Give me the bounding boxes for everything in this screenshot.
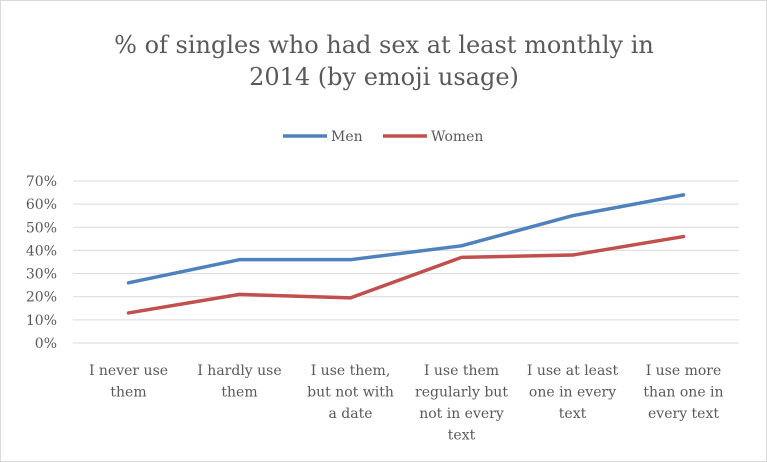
x-category-label-line: them [221,385,257,401]
x-category-label-line: but not with [307,385,394,401]
y-tick-label: 10% [26,313,57,329]
y-tick-label: 20% [26,290,57,306]
x-category-label-line: I never use [89,363,168,379]
x-category-label-line: text [448,428,476,444]
data-point-women [571,253,574,257]
x-category-label-line: than one in [643,385,723,401]
x-category-label: I never use them [89,363,168,401]
chart-title-line-1: % of singles who had sex at least monthl… [114,31,654,59]
data-point-men [571,214,574,218]
x-category-label-line: I use at least [527,363,619,379]
y-tick-label: 40% [26,243,57,259]
chart-title: % of singles who had sex at least monthl… [114,31,654,91]
series-lines [126,193,686,315]
data-point-women [460,255,463,259]
x-category-label-line: I use them [424,363,499,379]
data-point-women [238,292,241,296]
x-category-label-line: every text [648,406,719,422]
x-category-label-line: them [110,385,146,401]
x-category-label-line: one in every [529,385,616,401]
x-category-label-line: regularly but [415,385,508,401]
x-category-label-line: a date [328,406,372,422]
series-line-women [126,234,686,315]
data-point-men [238,258,241,262]
data-point-men [460,244,463,248]
x-axis: I never use them I hardly use them I use the… [89,363,724,444]
y-tick-label: 70% [26,174,57,190]
data-point-women [682,235,685,239]
x-category-label-line: text [559,406,587,422]
y-tick-label: 50% [26,220,57,236]
x-category-label: I use them regularly but not in every text [415,363,508,444]
x-category-label-line: I hardly use [197,363,281,379]
y-tick-label: 60% [26,197,57,213]
y-axis: 0% 10% 20% 30% 40% 50% 60% 70% [26,174,57,352]
data-point-women [127,311,130,315]
x-category-label: I use them, but not with a date [307,363,394,422]
x-category-label: I use more than one in every text [643,363,723,422]
x-category-label: I use at least one in every text [527,363,619,422]
x-category-label-line: not in every [419,406,504,422]
data-point-men [349,258,352,262]
y-tick-label: 30% [26,267,57,283]
gridlines [73,180,739,344]
data-point-men [127,281,130,285]
legend-label-men: Men [331,129,363,145]
data-point-women [349,296,352,300]
y-tick-label: 0% [35,336,57,352]
data-point-men [682,193,685,197]
legend: Men Women [283,129,483,145]
legend-label-women: Women [431,129,483,145]
series-line-men [126,193,686,285]
x-category-label-line: I use more [646,363,722,379]
x-category-label-line: I use them, [311,363,391,379]
x-category-label: I hardly use them [197,363,281,401]
chart-title-line-2: 2014 (by emoji usage) [249,63,519,91]
